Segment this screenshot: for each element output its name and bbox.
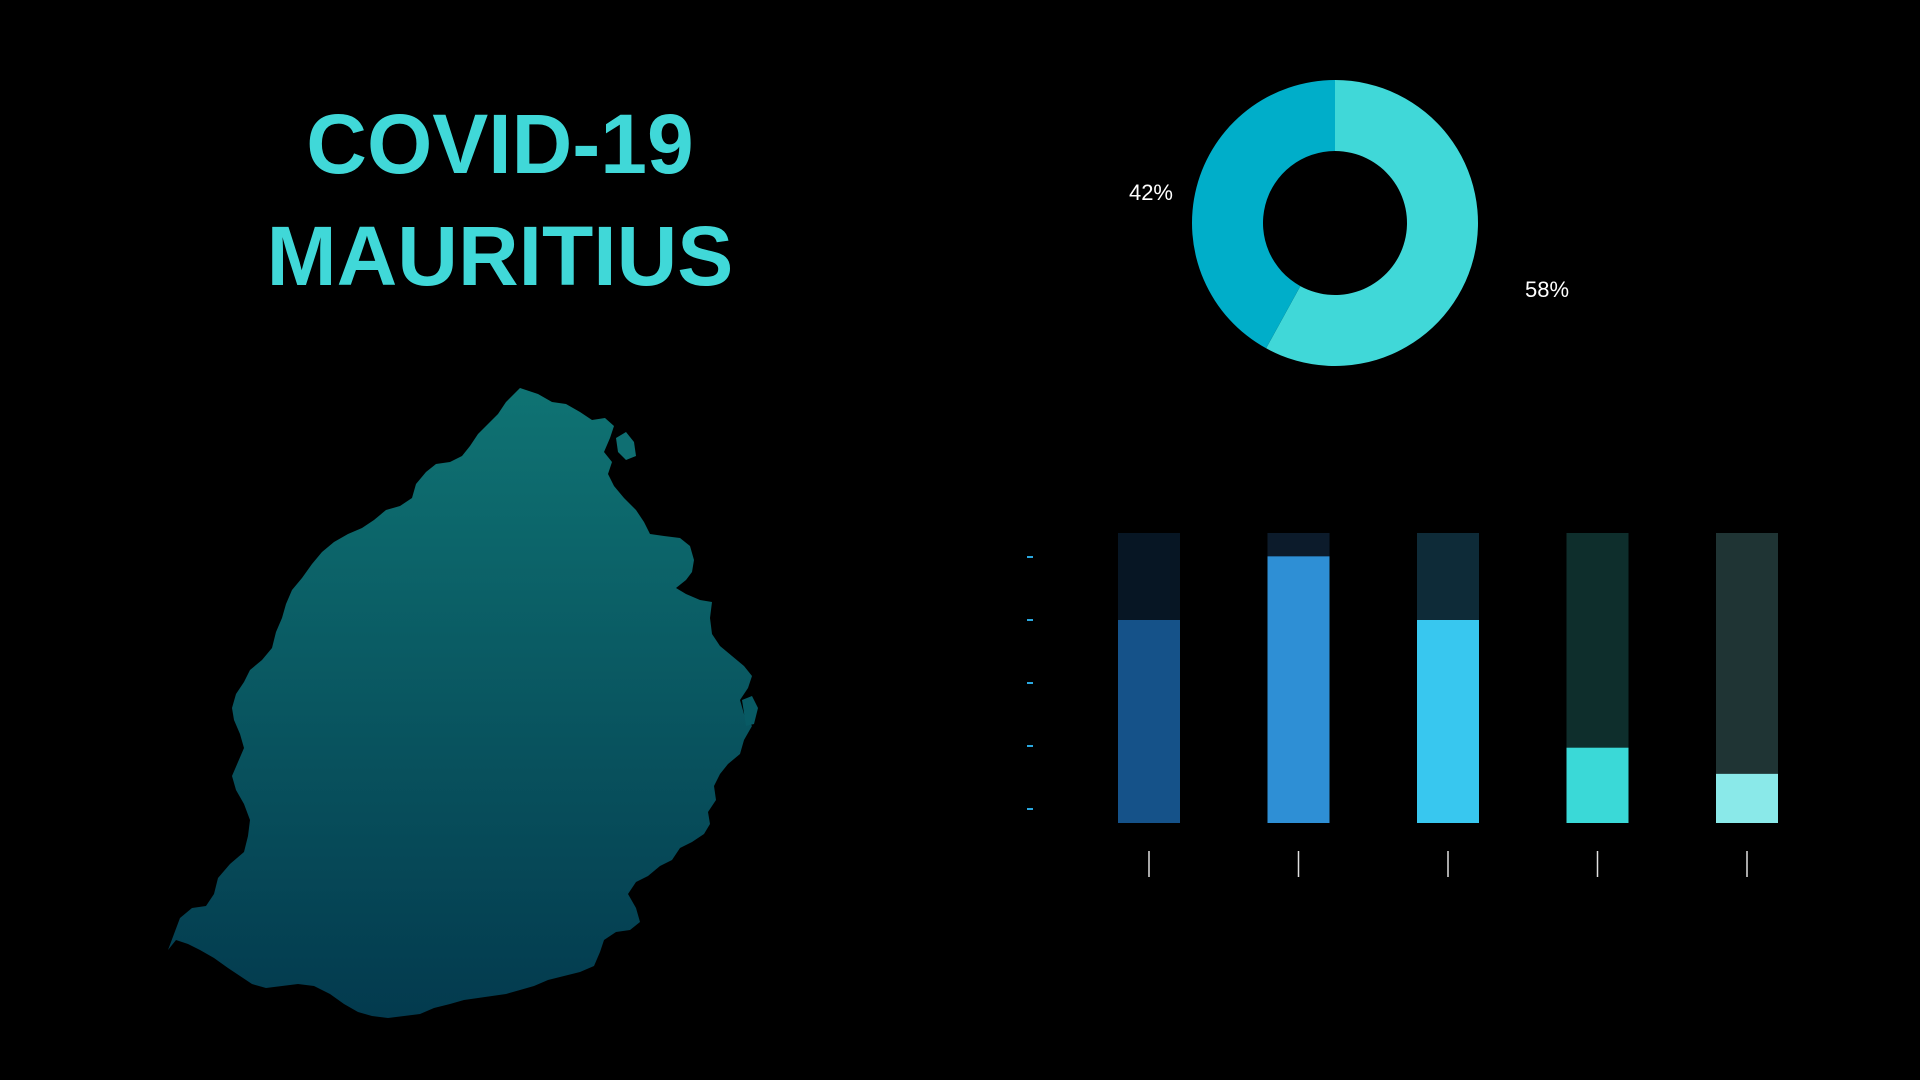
mauritius-island-shape <box>168 388 752 1018</box>
title-line-1: COVID-19 <box>306 97 694 191</box>
islet-east <box>742 696 758 726</box>
page-title: COVID-19 MAURITIUS <box>200 88 800 312</box>
islet-northeast <box>616 432 636 460</box>
title-line-2: MAURITIUS <box>266 209 734 303</box>
